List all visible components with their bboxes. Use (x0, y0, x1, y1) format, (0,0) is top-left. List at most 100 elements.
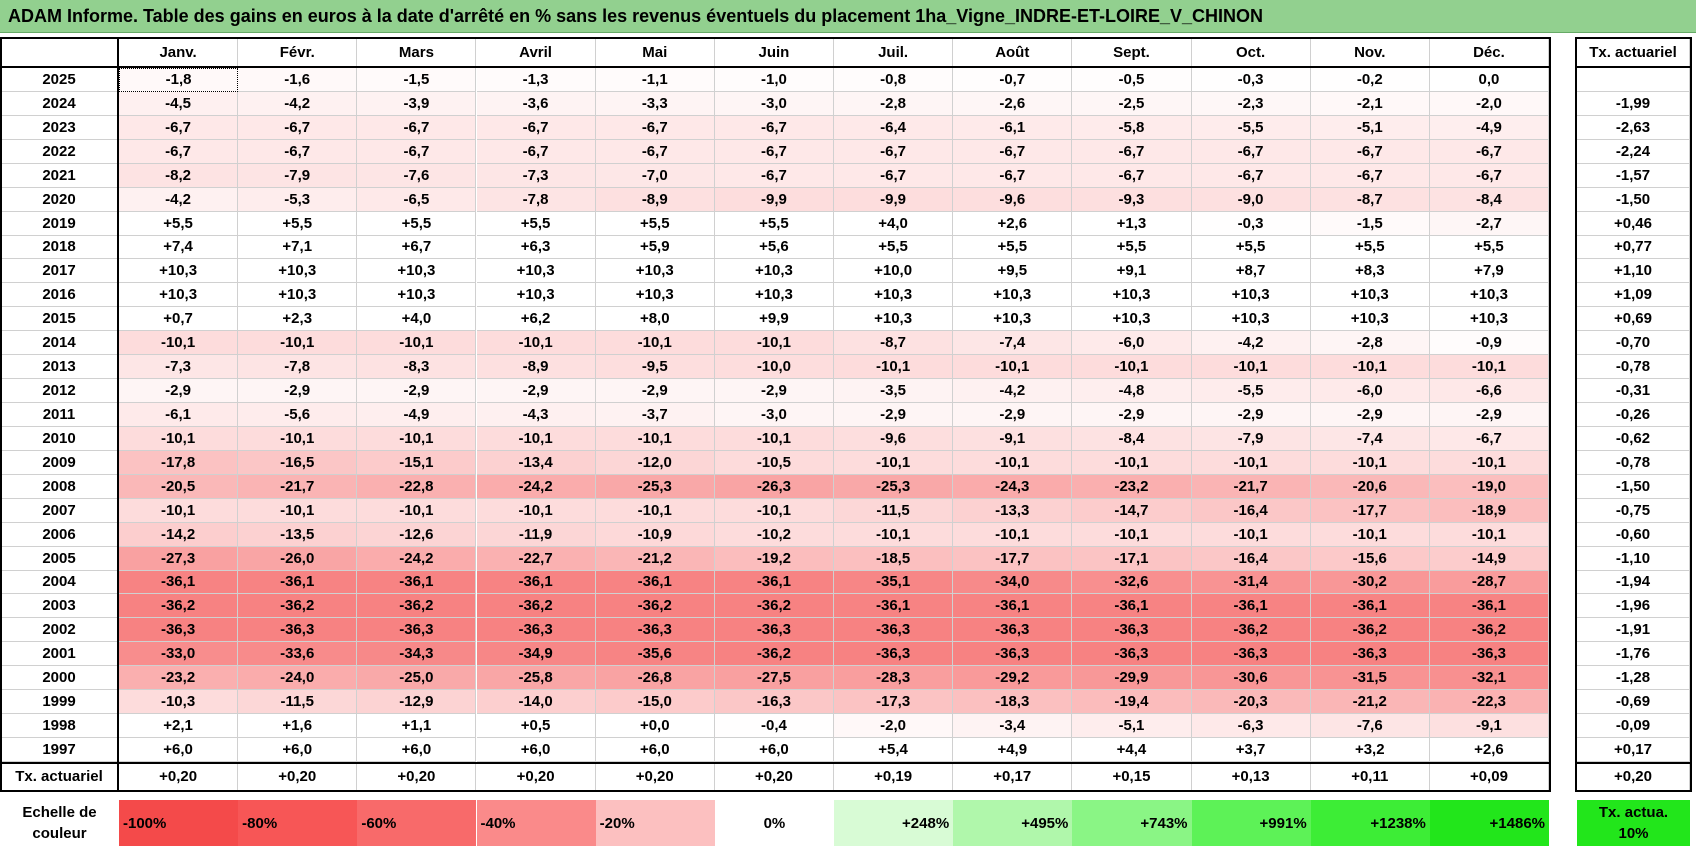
gain-cell: +0,0 (595, 714, 715, 739)
gain-cell: -2,6 (953, 91, 1073, 116)
gain-cell: +9,5 (953, 259, 1073, 284)
gain-cell: -3,5 (834, 379, 954, 403)
gain-cell: -2,7 (1429, 211, 1550, 236)
gain-cell: -7,8 (238, 355, 358, 380)
gain-cell: -10,1 (834, 355, 954, 380)
gain-cell: -0,4 (714, 714, 834, 739)
gain-cell: -10,1 (476, 498, 596, 523)
gain-cell: -10,1 (1310, 355, 1430, 380)
scale-cell: +1238% (1310, 800, 1430, 846)
year: 2019 (0, 211, 119, 236)
gain-cell: -10,1 (714, 331, 834, 356)
footer-tx: +0,20 (1577, 763, 1690, 791)
gain-cell: -6,0 (1310, 379, 1430, 403)
gain-cell: -10,1 (953, 450, 1073, 475)
gain-cell: -28,7 (1429, 570, 1550, 595)
gain-cell: -27,5 (714, 666, 834, 691)
year: 2012 (0, 379, 119, 403)
gain-cell: -36,1 (834, 594, 954, 619)
gain-cell: +8,3 (1310, 259, 1430, 284)
scale-cell: -80% (238, 800, 358, 846)
gain-cell: -19,0 (1429, 474, 1550, 499)
gain-cell: -8,3 (357, 355, 477, 380)
tx-cell: -0,60 (1577, 522, 1690, 547)
gain-cell: -5,5 (1191, 379, 1311, 403)
year: 2006 (0, 522, 119, 547)
gain-cell: -35,6 (595, 642, 715, 667)
gain-cell: -10,1 (595, 331, 715, 356)
gain-cell: -10,1 (1429, 450, 1550, 475)
year: 2010 (0, 426, 119, 451)
gain-cell: -6,3 (1191, 714, 1311, 739)
gain-cell: -10,1 (595, 498, 715, 523)
gain-cell: -9,6 (953, 187, 1073, 212)
year: 2003 (0, 594, 119, 619)
gain-cell: -4,2 (1191, 331, 1311, 356)
gain-cell: +10,3 (119, 283, 239, 308)
gain-cell: -6,7 (476, 139, 596, 164)
gain-cell: -28,3 (834, 666, 954, 691)
gain-cell: -12,9 (357, 690, 477, 715)
gain-cell: +5,5 (238, 211, 358, 236)
gain-cell: -0,2 (1310, 68, 1430, 92)
gain-cell: -5,3 (238, 187, 358, 212)
tx-cell: +0,77 (1577, 235, 1690, 260)
gain-cell: -7,3 (476, 163, 596, 188)
gain-cell: -1,5 (357, 68, 477, 92)
gain-cell: +10,3 (834, 307, 954, 332)
gain-cell: -33,0 (119, 642, 239, 667)
gain-cell: -4,2 (953, 379, 1073, 403)
gain-cell: +7,9 (1429, 259, 1550, 284)
scale-cell: -100% (119, 800, 239, 846)
gain-cell: -32,1 (1429, 666, 1550, 691)
gain-cell: -10,1 (1191, 450, 1311, 475)
gain-cell: -5,8 (1072, 115, 1192, 140)
gain-cell: +2,6 (1429, 738, 1550, 762)
gain-cell: -3,3 (595, 91, 715, 116)
gain-cell: -6,7 (953, 139, 1073, 164)
gain-cell: -5,6 (238, 403, 358, 427)
gain-cell: +6,3 (476, 235, 596, 260)
gain-cell: -9,1 (953, 426, 1073, 451)
gain-cell: -36,2 (1191, 618, 1311, 643)
gain-cell: -2,0 (834, 714, 954, 739)
gain-cell: -34,0 (953, 570, 1073, 595)
gain-cell: -16,5 (238, 450, 358, 475)
gain-cell: -36,3 (1429, 642, 1550, 667)
month-header: Oct. (1191, 38, 1311, 68)
gain-cell: +2,6 (953, 211, 1073, 236)
gain-cell: -7,9 (1191, 426, 1311, 451)
year: 2009 (0, 450, 119, 475)
gain-cell: -6,7 (714, 163, 834, 188)
gain-cell: -36,3 (119, 618, 239, 643)
gain-cell: -4,2 (119, 187, 239, 212)
gain-cell: -36,1 (1072, 594, 1192, 619)
gain-cell: -18,9 (1429, 498, 1550, 523)
tx-cell: +0,46 (1577, 211, 1690, 236)
gain-cell: +10,3 (714, 259, 834, 284)
footer-cell: +0,13 (1191, 763, 1311, 791)
gain-cell: -20,3 (1191, 690, 1311, 715)
gain-cell: -3,6 (476, 91, 596, 116)
gain-cell: +6,2 (476, 307, 596, 332)
tx-cell: -0,69 (1577, 690, 1690, 715)
year: 2011 (0, 403, 119, 427)
gain-cell: -14,7 (1072, 498, 1192, 523)
gain-cell: -16,4 (1191, 498, 1311, 523)
gain-cell: +10,3 (595, 283, 715, 308)
tx-cell: +0,69 (1577, 307, 1690, 332)
gain-cell: -2,9 (1191, 403, 1311, 427)
gain-cell: -34,3 (357, 642, 477, 667)
footer-label: Tx. actuariel (0, 763, 119, 791)
gain-cell: -1,3 (476, 68, 596, 92)
gain-cell: +10,3 (1310, 283, 1430, 308)
gain-cell: -30,6 (1191, 666, 1311, 691)
gain-cell: -1,5 (1310, 211, 1430, 236)
footer-cell: +0,20 (238, 763, 358, 791)
footer-cell: +0,09 (1429, 763, 1550, 791)
year: 2014 (0, 331, 119, 356)
gain-cell: -10,1 (953, 355, 1073, 380)
gain-cell: -10,1 (714, 498, 834, 523)
gain-cell: -2,9 (1072, 403, 1192, 427)
gain-cell: -36,2 (595, 594, 715, 619)
